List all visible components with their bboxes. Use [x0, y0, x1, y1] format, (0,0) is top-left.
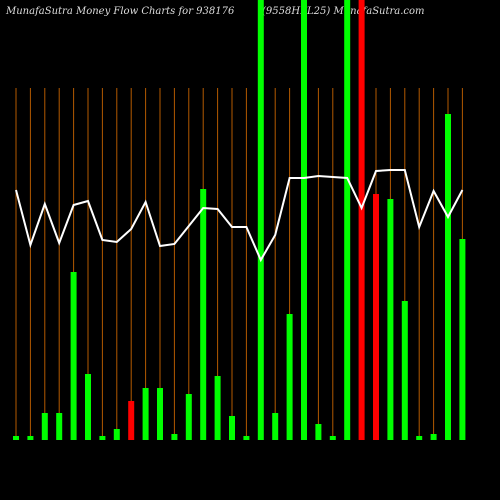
bar [41, 413, 48, 440]
bar [257, 0, 264, 440]
bar [142, 388, 149, 440]
bar [27, 436, 34, 440]
bar [99, 436, 106, 440]
chart-subtitle: (9558HFL25) MunafaSutra.com [262, 6, 425, 17]
bar [445, 114, 451, 440]
line [15, 169, 464, 263]
bar [401, 301, 408, 440]
bar [315, 424, 322, 440]
bar [229, 416, 235, 440]
bar [171, 434, 178, 440]
bar [430, 434, 437, 440]
bar [243, 436, 250, 440]
bar [344, 0, 351, 440]
bar [373, 194, 379, 440]
bar [286, 314, 293, 440]
bar [214, 376, 221, 440]
bar [128, 401, 135, 440]
chart-title: MunafaSutra Money Flow Charts for 938176 [5, 6, 235, 17]
bar [459, 239, 466, 440]
bar [185, 394, 192, 440]
bar [200, 189, 207, 440]
bar [329, 436, 336, 440]
bar [56, 413, 63, 440]
bar [358, 0, 365, 440]
bar [13, 436, 19, 440]
bar [301, 0, 307, 440]
bar [157, 388, 163, 440]
bar [416, 436, 423, 440]
bar [85, 374, 91, 440]
bar [387, 199, 394, 440]
bar [272, 413, 279, 440]
bar [70, 272, 77, 440]
bar [113, 429, 120, 440]
